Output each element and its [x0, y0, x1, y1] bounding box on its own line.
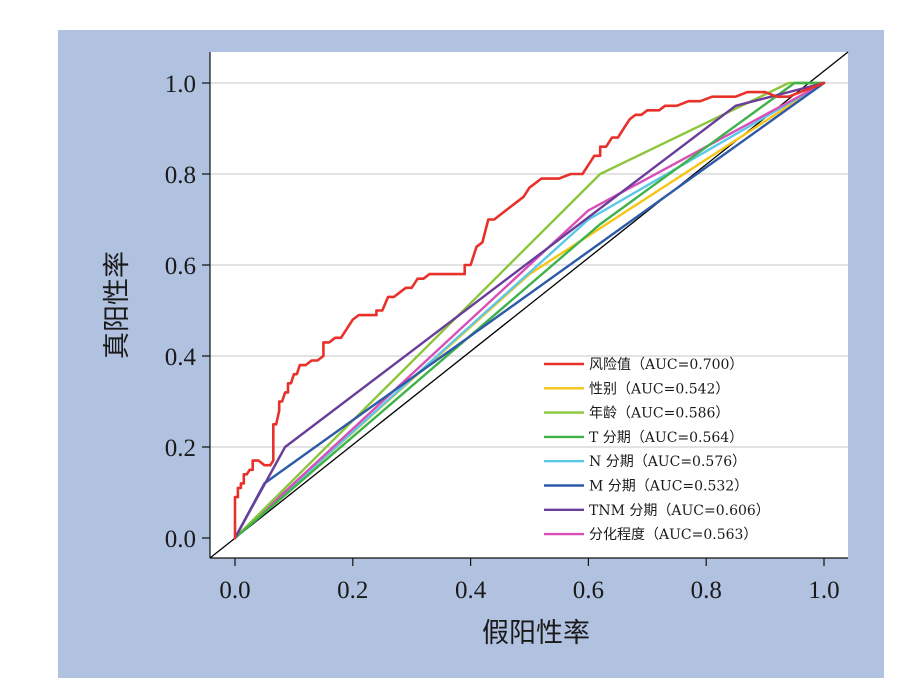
series-line-4 [233, 81, 826, 540]
y-tick-label-4: 0.8 [165, 162, 196, 189]
x-tick-label-2: 0.4 [455, 577, 487, 604]
series-line-7 [233, 81, 826, 540]
x-tick-label-4: 0.8 [691, 577, 722, 604]
y-axis-title: 真阳性率 [102, 251, 133, 359]
legend-label-4: N 分期（AUC=0.576） [589, 454, 746, 470]
roc-chart: 0.0 0.2 0.4 0.6 0.8 1.0 0.0 0.2 0.4 0.6 0.8 1.0 风险… [102, 51, 849, 649]
x-tick-label-5: 1.0 [808, 577, 839, 604]
legend-label-3: T 分期（AUC=0.564） [589, 430, 743, 446]
legend: 风险值（AUC=0.700） 性别（AUC=0.542） 年龄（AUC=0.586）… [544, 357, 770, 543]
legend-label-5: M 分期（AUC=0.532） [589, 479, 748, 495]
y-tick-label-0: 0.0 [165, 526, 196, 553]
x-tick-label-0: 0.0 [219, 577, 250, 604]
y-tick-label-5: 1.0 [165, 71, 196, 98]
legend-label-1: 性别（AUC=0.542） [589, 381, 729, 397]
series-line-6 [233, 81, 826, 540]
y-tick-label-2: 0.4 [165, 344, 197, 371]
figure-background: 0.0 0.2 0.4 0.6 0.8 1.0 0.0 0.2 0.4 0.6 0.8 1.0 风险… [58, 30, 884, 678]
x-tick-label-3: 0.6 [573, 577, 604, 604]
series-line-0 [233, 81, 826, 540]
legend-label-0: 风险值（AUC=0.700） [589, 357, 743, 373]
x-axis-ticks: 0.0 0.2 0.4 0.6 0.8 1.0 [219, 558, 840, 604]
y-tick-label-1: 0.2 [165, 435, 196, 462]
legend-label-6: TNM 分期（AUC=0.606） [589, 503, 770, 519]
legend-label-2: 年龄（AUC=0.586） [589, 406, 729, 422]
x-axis-title: 假阳性率 [482, 618, 590, 649]
legend-label-7: 分化程度（AUC=0.563） [589, 527, 757, 543]
x-tick-label-1: 0.2 [337, 577, 368, 604]
series-line-3 [233, 81, 826, 540]
y-axis-ticks: 0.0 0.2 0.4 0.6 0.8 1.0 [165, 71, 210, 553]
series-lines [209, 51, 849, 559]
y-tick-label-3: 0.6 [165, 253, 196, 280]
